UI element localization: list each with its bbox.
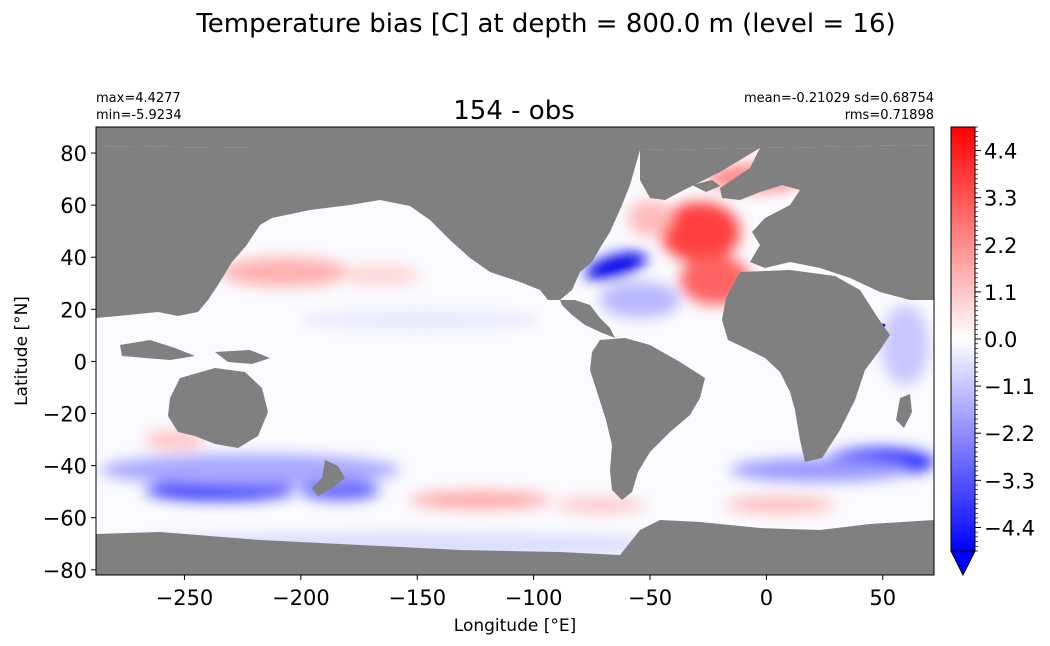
- colorbar-tick-label: −2.2: [984, 422, 1035, 446]
- colorbar-tick-label: −3.3: [984, 469, 1035, 493]
- land-africa: [722, 270, 890, 462]
- bias-kuroshio: [220, 257, 350, 287]
- land-new-zealand: [312, 460, 345, 496]
- y-tick-label: −40: [43, 455, 87, 479]
- land-south-america: [590, 338, 705, 500]
- y-tick-label: −80: [43, 559, 87, 583]
- y-tick-label: 60: [60, 194, 87, 218]
- map-frame: [95, 126, 935, 576]
- x-tick-label: 0: [760, 586, 773, 610]
- y-tick-label: −60: [43, 507, 87, 531]
- colorbar-gradient: [951, 127, 975, 551]
- x-tick-label: −100: [505, 586, 563, 610]
- bias-gulf-stream: [585, 252, 647, 280]
- colorbar-tick-label: 2.2: [984, 234, 1017, 258]
- land-europe: [720, 145, 934, 300]
- land-central-america: [560, 300, 615, 338]
- bias-south-pacific: [410, 491, 550, 509]
- land-north-america: [260, 148, 640, 300]
- colorbar-tick-label: 4.4: [984, 140, 1017, 164]
- bias-tasman: [145, 430, 205, 450]
- colorbar-tick-label: 3.3: [984, 187, 1017, 211]
- bias-southern-ocean-band: [100, 454, 400, 486]
- x-axis: −250 −200 −150 −100 −50 0 50: [156, 575, 896, 610]
- colorbar-extend-min: [950, 550, 976, 577]
- colorbar-tick-label: −1.1: [984, 375, 1035, 399]
- land-greenland: [640, 148, 760, 200]
- bias-north-atlantic: [660, 202, 740, 262]
- land-eurasia-east: [96, 146, 260, 318]
- y-axis: 80 60 40 20 0 −20 −40 −60 −80: [43, 142, 96, 583]
- x-tick-label: 50: [869, 586, 896, 610]
- land-madagascar: [896, 394, 912, 428]
- land-mask: [96, 127, 934, 575]
- bias-equatorial-pacific: [300, 310, 540, 330]
- land-indonesia: [120, 340, 195, 360]
- land-iceland: [692, 180, 720, 192]
- y-axis-label: Latitude [°N]: [12, 296, 32, 406]
- x-tick-label: −250: [156, 586, 214, 610]
- x-tick-label: −200: [272, 586, 330, 610]
- y-tick-label: 80: [60, 142, 87, 166]
- bias-south-atlantic: [725, 496, 835, 514]
- bias-labrador: [628, 200, 672, 236]
- bias-subtropical-atlantic: [600, 282, 680, 318]
- figure-suptitle: Temperature bias [C] at depth = 800.0 m …: [195, 9, 895, 39]
- bias-south-pacific-2: [555, 497, 645, 513]
- colorbar-tick-label: −4.4: [984, 516, 1035, 540]
- colorbar-ticks: 4.4 3.3 2.2 1.1 0.0 −1.1 −2.2 −3.3 −4.4: [975, 140, 1035, 540]
- bias-indian-west: [881, 305, 929, 385]
- y-tick-label: 40: [60, 246, 87, 270]
- x-axis-label: Longitude [°E]: [454, 616, 576, 636]
- colorbar-minor-ticks: [975, 126, 978, 552]
- colorbar: 4.4 3.3 2.2 1.1 0.0 −1.1 −2.2 −3.3 −4.4: [950, 126, 1035, 577]
- land-arctic-strip: [96, 127, 934, 152]
- axes-title: 154 - obs: [453, 96, 575, 126]
- y-tick-label: 20: [60, 298, 87, 322]
- stat-max: max=4.4277: [96, 91, 181, 106]
- land-australia: [168, 368, 268, 448]
- y-tick-label: 0: [74, 350, 87, 374]
- stat-mean-sd: mean=-0.21029 sd=0.68754: [744, 91, 934, 106]
- bias-indian-band: [730, 458, 910, 482]
- x-tick-label: −50: [628, 586, 672, 610]
- stat-min: min=-5.9234: [96, 108, 182, 123]
- stat-rms: rms=0.71898: [845, 108, 934, 123]
- y-tick-label: −20: [43, 403, 87, 427]
- x-tick-label: −150: [388, 586, 446, 610]
- map-plot: [96, 127, 934, 575]
- colorbar-tick-label: 1.1: [984, 281, 1017, 305]
- land-antarctica: [96, 520, 934, 575]
- land-new-guinea: [215, 350, 270, 364]
- bias-kuroshio-2: [340, 265, 420, 285]
- colorbar-tick-label: 0.0: [984, 328, 1017, 352]
